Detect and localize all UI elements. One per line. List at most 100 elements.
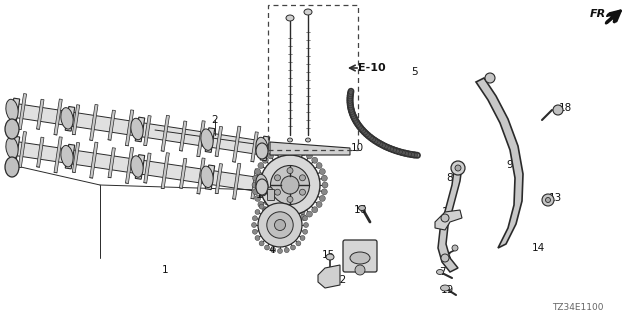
Circle shape	[441, 214, 449, 222]
Circle shape	[455, 165, 461, 171]
Circle shape	[365, 133, 369, 137]
Circle shape	[274, 214, 280, 220]
Polygon shape	[36, 137, 44, 167]
Ellipse shape	[440, 285, 449, 291]
Circle shape	[287, 168, 293, 173]
Polygon shape	[11, 141, 263, 192]
Circle shape	[291, 245, 296, 250]
Text: 18: 18	[558, 103, 572, 113]
Ellipse shape	[358, 205, 365, 211]
Polygon shape	[438, 166, 462, 272]
Circle shape	[392, 148, 397, 152]
Polygon shape	[232, 126, 241, 162]
Text: 19: 19	[440, 285, 454, 295]
Ellipse shape	[131, 118, 143, 140]
Polygon shape	[205, 128, 215, 152]
Text: 16: 16	[353, 205, 367, 215]
Ellipse shape	[61, 108, 73, 129]
Polygon shape	[251, 169, 258, 199]
Ellipse shape	[286, 15, 294, 21]
Circle shape	[294, 148, 300, 154]
Polygon shape	[72, 105, 80, 135]
Ellipse shape	[287, 138, 292, 142]
Text: 2: 2	[212, 115, 218, 125]
Circle shape	[367, 134, 371, 139]
Circle shape	[259, 241, 264, 246]
Polygon shape	[108, 148, 115, 178]
Polygon shape	[19, 132, 26, 168]
Circle shape	[379, 142, 383, 146]
Circle shape	[271, 165, 310, 204]
Circle shape	[312, 207, 317, 213]
Circle shape	[374, 139, 378, 143]
Circle shape	[390, 147, 394, 151]
Polygon shape	[72, 142, 79, 172]
Text: 10: 10	[351, 143, 364, 153]
Ellipse shape	[326, 254, 334, 260]
Polygon shape	[135, 155, 145, 179]
Text: 15: 15	[321, 250, 335, 260]
Circle shape	[321, 175, 327, 181]
Circle shape	[284, 197, 289, 202]
Text: 4: 4	[269, 245, 275, 255]
Polygon shape	[11, 103, 263, 155]
Circle shape	[351, 113, 355, 117]
Polygon shape	[251, 132, 259, 162]
Circle shape	[280, 148, 286, 154]
Circle shape	[319, 196, 325, 201]
Circle shape	[275, 175, 280, 181]
Ellipse shape	[256, 143, 268, 159]
Polygon shape	[36, 99, 44, 129]
Polygon shape	[108, 110, 115, 140]
Polygon shape	[90, 142, 98, 178]
Circle shape	[252, 182, 258, 188]
Polygon shape	[90, 104, 98, 140]
Circle shape	[268, 153, 273, 159]
Text: 8: 8	[447, 173, 453, 183]
Circle shape	[253, 189, 259, 195]
Circle shape	[401, 151, 406, 155]
Text: 3: 3	[292, 195, 298, 205]
Polygon shape	[144, 153, 151, 183]
Circle shape	[316, 163, 322, 169]
Circle shape	[348, 104, 353, 108]
Circle shape	[452, 245, 458, 251]
Ellipse shape	[256, 179, 268, 195]
Circle shape	[267, 212, 293, 238]
Circle shape	[353, 117, 356, 121]
Text: 5: 5	[412, 67, 419, 77]
Circle shape	[354, 119, 358, 123]
Polygon shape	[435, 210, 462, 230]
Polygon shape	[161, 153, 170, 189]
Circle shape	[414, 153, 418, 157]
Bar	[268, 5, 358, 150]
Polygon shape	[260, 136, 269, 161]
Circle shape	[411, 153, 415, 157]
Circle shape	[316, 202, 322, 207]
Text: 13: 13	[548, 193, 562, 203]
Circle shape	[404, 152, 408, 156]
Ellipse shape	[6, 99, 18, 121]
Circle shape	[396, 149, 399, 153]
Circle shape	[252, 222, 257, 228]
Polygon shape	[196, 121, 205, 157]
Circle shape	[451, 161, 465, 175]
Ellipse shape	[267, 187, 273, 197]
Text: 7: 7	[438, 267, 445, 277]
Circle shape	[355, 121, 359, 125]
Polygon shape	[318, 265, 340, 288]
Circle shape	[387, 146, 391, 150]
Circle shape	[260, 155, 320, 215]
Circle shape	[259, 204, 264, 209]
Circle shape	[545, 197, 550, 203]
Circle shape	[300, 189, 305, 195]
Circle shape	[271, 197, 276, 202]
Circle shape	[355, 265, 365, 275]
Circle shape	[303, 216, 308, 221]
Circle shape	[300, 150, 307, 156]
FancyBboxPatch shape	[343, 240, 377, 272]
Ellipse shape	[61, 145, 73, 167]
Circle shape	[319, 169, 325, 175]
Polygon shape	[54, 99, 62, 135]
Circle shape	[275, 189, 280, 195]
